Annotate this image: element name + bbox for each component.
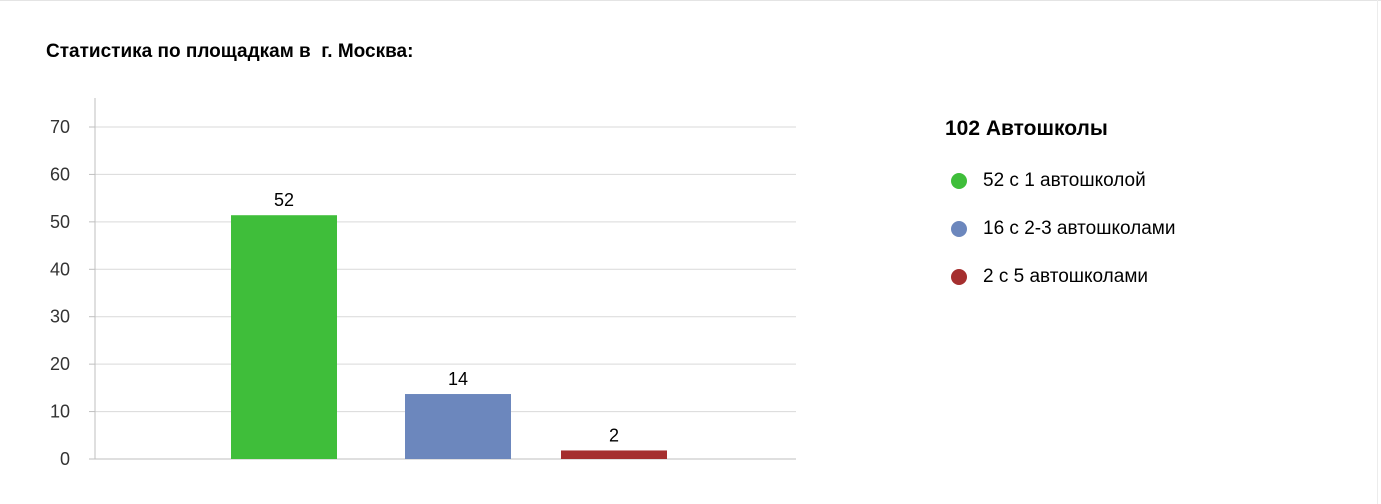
- legend-dot-green: [951, 173, 967, 189]
- legend-item: 2 с 5 автошколами: [945, 265, 1175, 289]
- y-tick-label: 50: [50, 212, 70, 232]
- data-label: 14: [448, 369, 468, 389]
- legend-dot-blue: [951, 221, 967, 237]
- chart-title: Статистика по площадкам в г. Москва:: [46, 41, 414, 62]
- legend-item-label: 16 с 2-3 автошколами: [983, 218, 1176, 239]
- legend-item: 52 с 1 автошколой: [945, 169, 1175, 193]
- data-label: 52: [274, 190, 294, 210]
- bar: [405, 394, 511, 459]
- legend-item-label: 52 с 1 автошколой: [983, 170, 1146, 191]
- y-tick-label: 10: [50, 402, 70, 422]
- y-tick-label: 60: [50, 164, 70, 184]
- legend: 102 Автошколы 52 с 1 автошколой 16 с 2-3…: [945, 117, 1175, 313]
- data-label: 2: [609, 425, 619, 445]
- panel-divider: [1377, 0, 1378, 504]
- legend-item: 16 с 2-3 автошколами: [945, 217, 1175, 241]
- y-tick-label: 20: [50, 354, 70, 374]
- y-tick-label: 0: [60, 449, 70, 469]
- y-tick-label: 30: [50, 307, 70, 327]
- y-tick-label: 70: [50, 117, 70, 137]
- legend-item-label: 2 с 5 автошколами: [983, 266, 1149, 287]
- bar: [561, 450, 667, 459]
- legend-dot-red: [951, 269, 967, 285]
- y-tick-label: 40: [50, 259, 70, 279]
- legend-title: 102 Автошколы: [945, 117, 1108, 140]
- bar: [231, 215, 337, 459]
